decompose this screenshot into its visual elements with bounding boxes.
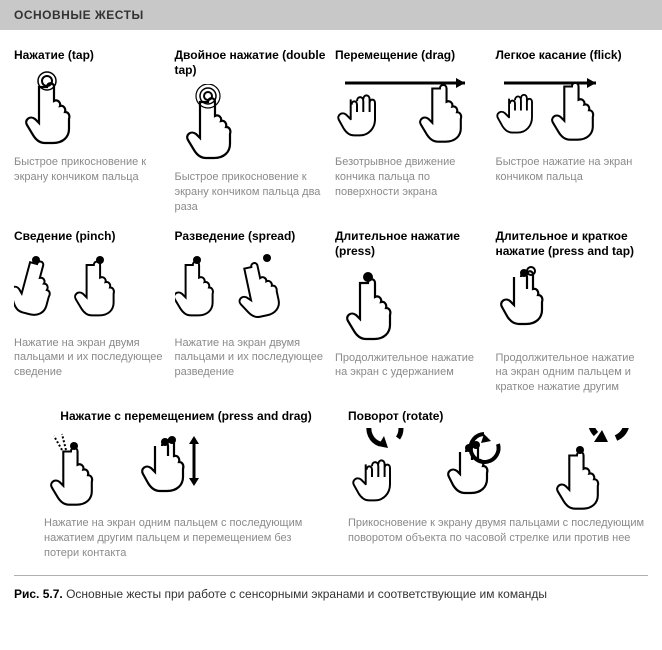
gesture-icon-rotate: [348, 430, 648, 510]
figure-caption: Рис. 5.7. Основные жесты при работе с се…: [14, 586, 648, 603]
gesture-icon-doubletap: [175, 84, 328, 164]
gesture-pinch: Сведение (pinch) Нажатие на экран двумя …: [14, 229, 167, 396]
gesture-title: Длительное нажатие (press): [335, 229, 488, 259]
caption-text: Основные жесты при работе с сенсорными э…: [63, 587, 547, 601]
header-title: ОСНОВНЫЕ ЖЕСТЫ: [14, 8, 144, 22]
gesture-icon-presstap: [496, 265, 649, 345]
caption-label: Рис. 5.7.: [14, 587, 63, 601]
gesture-presstap: Длительное и краткое нажатие (press and …: [496, 229, 649, 396]
gesture-desc: Прикосновение к экрану двумя пальцами с …: [348, 516, 648, 546]
gesture-icon-flick: [496, 69, 649, 149]
gesture-grid: Нажатие (tap) Быстрое прикосновение к эк…: [0, 30, 662, 561]
gesture-icon-press: [335, 265, 488, 345]
gesture-desc: Безотрывное движение кончика пальца по п…: [335, 155, 488, 200]
gesture-icon-drag: [335, 69, 488, 149]
gesture-icon-pinch: [14, 250, 167, 330]
gesture-title: Двойное нажатие (double tap): [175, 48, 328, 78]
gesture-icon-pressdrag: [44, 430, 328, 510]
gesture-title: Сведение (pinch): [14, 229, 167, 244]
gesture-desc: Нажатие на экран двумя пальцами и их пос…: [14, 336, 167, 381]
gesture-desc: Нажатие на экран двумя пальцами и их пос…: [175, 336, 328, 381]
gesture-rotate: Поворот (rotate): [348, 409, 648, 561]
header-bar: ОСНОВНЫЕ ЖЕСТЫ: [0, 0, 662, 30]
gesture-flick: Легкое касание (flick) Быстрое нажатие н…: [496, 48, 649, 215]
gesture-title: Длительное и краткое нажатие (press and …: [496, 229, 649, 259]
gesture-title: Нажатие (tap): [14, 48, 167, 63]
gesture-desc: Быстрое прикосновение к экрану кончиком …: [14, 155, 167, 185]
gesture-press: Длительное нажатие (press) Продолжительн…: [335, 229, 488, 396]
gesture-title: Поворот (rotate): [348, 409, 648, 424]
caption-divider: Рис. 5.7. Основные жесты при работе с се…: [14, 575, 648, 603]
gesture-doubletap: Двойное нажатие (double tap) Быстрое при…: [175, 48, 328, 215]
gesture-icon-tap: [14, 69, 167, 149]
gesture-desc: Нажатие на экран одним пальцем с последу…: [44, 516, 328, 561]
gesture-drag: Перемещение (drag) Безотрывное движение …: [335, 48, 488, 215]
row-3: Нажатие с перемещением (press and drag): [14, 409, 648, 561]
gesture-desc: Быстрое нажатие на экран кончиком пальца: [496, 155, 649, 185]
gesture-spread: Разведение (spread) Нажатие на экран дву…: [175, 229, 328, 396]
gesture-title: Перемещение (drag): [335, 48, 488, 63]
gesture-title: Легкое касание (flick): [496, 48, 649, 63]
gesture-title: Разведение (spread): [175, 229, 328, 244]
gesture-tap: Нажатие (tap) Быстрое прикосновение к эк…: [14, 48, 167, 215]
gesture-desc: Быстрое прикосновение к экрану кончиком …: [175, 170, 328, 215]
row-1: Нажатие (tap) Быстрое прикосновение к эк…: [14, 48, 648, 215]
gesture-desc: Продолжительное нажатие на экран одним п…: [496, 351, 649, 396]
gesture-desc: Продолжительное нажатие на экран с удерж…: [335, 351, 488, 381]
gesture-title: Нажатие с перемещением (press and drag): [44, 409, 328, 424]
row-2: Сведение (pinch) Нажатие на экран двумя …: [14, 229, 648, 396]
gesture-icon-spread: [175, 250, 328, 330]
gesture-pressdrag: Нажатие с перемещением (press and drag): [44, 409, 328, 561]
